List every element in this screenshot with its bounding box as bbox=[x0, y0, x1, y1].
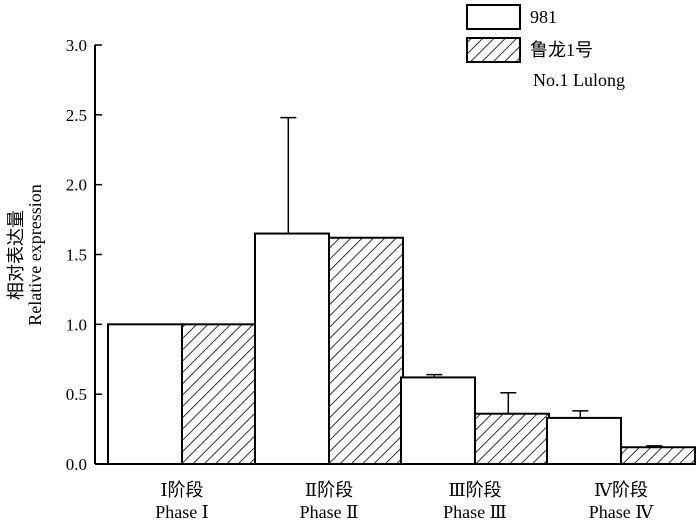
y-axis-label-cn: 相对表达量 bbox=[6, 210, 26, 300]
legend-label-981: 981 bbox=[530, 7, 557, 27]
x-tick-label: Phase Ⅲ bbox=[443, 502, 507, 521]
x-tick-label: Phase Ⅰ bbox=[155, 502, 209, 521]
error-bars bbox=[280, 116, 663, 448]
y-axis-title: 相对表达量 Relative expression bbox=[6, 184, 45, 325]
y-tick-label: 0.5 bbox=[66, 385, 87, 404]
x-tick-label: Ⅳ阶段 bbox=[594, 480, 648, 500]
x-tick-label: Ⅲ阶段 bbox=[448, 480, 501, 500]
x-axis-labels: Ⅰ阶段 Phase Ⅰ Ⅱ阶段 Phase Ⅱ Ⅲ阶段 Phase Ⅲ Ⅳ阶段 Phase Ⅳ bbox=[155, 480, 654, 521]
y-tick-label: 2.5 bbox=[66, 106, 87, 125]
bar bbox=[181, 323, 257, 466]
x-tick-label: Phase Ⅳ bbox=[589, 502, 654, 521]
legend-swatch-981 bbox=[466, 4, 521, 30]
x-tick-label: Ⅱ阶段 bbox=[305, 480, 353, 500]
bar bbox=[400, 376, 476, 466]
bar bbox=[620, 446, 696, 465]
x-tick-label: Phase Ⅱ bbox=[300, 502, 359, 521]
bar bbox=[254, 232, 330, 465]
bars bbox=[107, 232, 696, 466]
legend-label-lulong-cn: 鲁龙1号 bbox=[530, 40, 593, 60]
y-tick-label: 1.0 bbox=[66, 315, 87, 334]
legend-label-lulong-en: No.1 Lulong bbox=[533, 70, 625, 90]
bar bbox=[328, 236, 404, 465]
legend: 981 鲁龙1号 No.1 Lulong bbox=[466, 4, 625, 90]
bar bbox=[107, 323, 183, 466]
y-tick-label: 0.0 bbox=[66, 455, 87, 474]
y-tick-label: 2.0 bbox=[66, 176, 87, 195]
x-tick-label: Ⅰ阶段 bbox=[160, 480, 203, 500]
legend-swatch-lulong bbox=[466, 37, 521, 63]
bar bbox=[546, 416, 622, 466]
y-axis-label-en: Relative expression bbox=[25, 184, 45, 325]
y-tick-label: 1.5 bbox=[66, 246, 87, 265]
y-tick-label: 3.0 bbox=[66, 36, 87, 55]
bar bbox=[474, 412, 550, 465]
